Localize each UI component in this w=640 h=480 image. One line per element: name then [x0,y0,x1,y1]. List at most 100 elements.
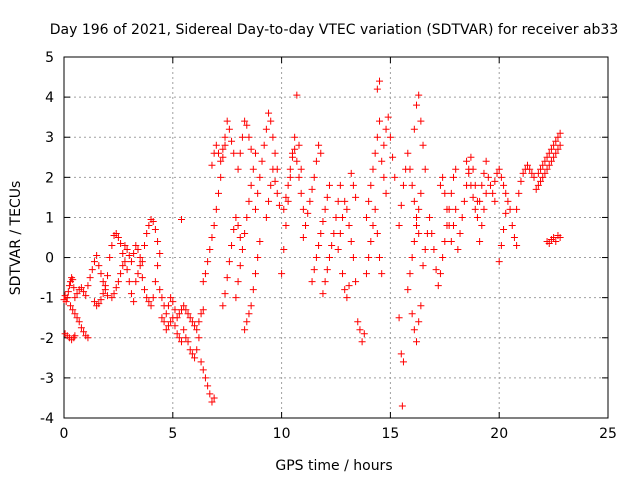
data-point [413,221,421,229]
data-point [302,221,310,229]
data-point [415,318,423,326]
data-point [108,294,116,302]
data-point [421,246,429,254]
data-point [454,246,462,254]
data-point [199,306,207,314]
data-point [123,246,131,254]
data-point [241,229,249,237]
data-point [221,133,229,141]
data-point [117,270,125,278]
data-point [130,250,138,258]
data-point [90,298,98,306]
data-point [295,141,303,149]
data-point [365,197,373,205]
data-point [339,213,347,221]
data-point [199,278,207,286]
data-point [556,141,564,149]
data-point [245,133,253,141]
data-point [208,234,216,241]
data-point [482,189,490,197]
data-point [271,177,279,185]
data-point [550,141,558,149]
y-tick-label: -3 [40,371,54,387]
data-point [295,173,303,181]
data-point [230,149,238,157]
data-point [75,318,83,326]
data-point [251,270,259,278]
data-point [352,193,360,201]
data-point [491,197,499,205]
data-point [319,217,327,225]
data-point [186,314,194,322]
data-point [182,334,190,342]
data-point [249,165,257,173]
data-point [191,354,199,362]
data-point [497,242,505,250]
data-point [528,169,536,177]
data-point [145,298,153,306]
data-point [413,338,421,346]
data-point [504,197,512,205]
data-point [545,149,553,157]
data-point [232,213,240,221]
data-point [214,189,222,197]
data-point [223,117,231,125]
data-point [345,221,353,229]
y-tick-label: 2 [45,170,54,186]
data-point [136,262,144,270]
x-tick-label: 15 [381,426,399,442]
data-point [121,242,129,250]
data-point [367,238,375,246]
y-tick-label: 5 [45,50,54,66]
data-point [543,165,551,173]
data-point [312,254,320,262]
data-point [210,221,218,229]
data-point [90,258,98,266]
data-point [421,165,429,173]
data-point [256,173,264,181]
data-point [556,129,564,137]
data-point [310,173,318,181]
data-point [443,205,451,213]
data-point [232,294,240,302]
data-point [491,177,499,185]
data-point [151,225,159,233]
data-point [77,284,85,292]
grid [64,57,608,418]
data-point [336,229,344,237]
data-point [484,173,492,181]
x-axis-title: GPS time / hours [275,458,392,474]
data-point [341,286,349,294]
data-point [417,302,425,310]
data-point [478,221,486,229]
data-point [73,290,81,298]
data-point [269,165,277,173]
data-point [537,165,545,173]
data-point [158,294,166,302]
data-point [114,234,122,241]
data-point [69,276,77,284]
data-point [71,294,79,302]
data-point [110,290,118,298]
data-point [554,133,562,141]
data-point [69,306,77,314]
data-point [417,189,425,197]
data-point [182,306,190,314]
data-point [480,169,488,177]
data-point [114,278,122,286]
data-point [132,242,140,250]
data-point [550,153,558,161]
data-point [430,246,438,254]
data-point [358,338,366,346]
data-point [251,149,259,157]
data-point [201,374,209,382]
data-point [138,258,146,266]
data-point [545,161,553,169]
data-point [493,169,501,177]
data-point [447,189,455,197]
data-point [271,149,279,157]
data-point [106,254,114,262]
data-point [278,270,286,278]
data-point [410,125,418,133]
data-point [97,296,105,304]
